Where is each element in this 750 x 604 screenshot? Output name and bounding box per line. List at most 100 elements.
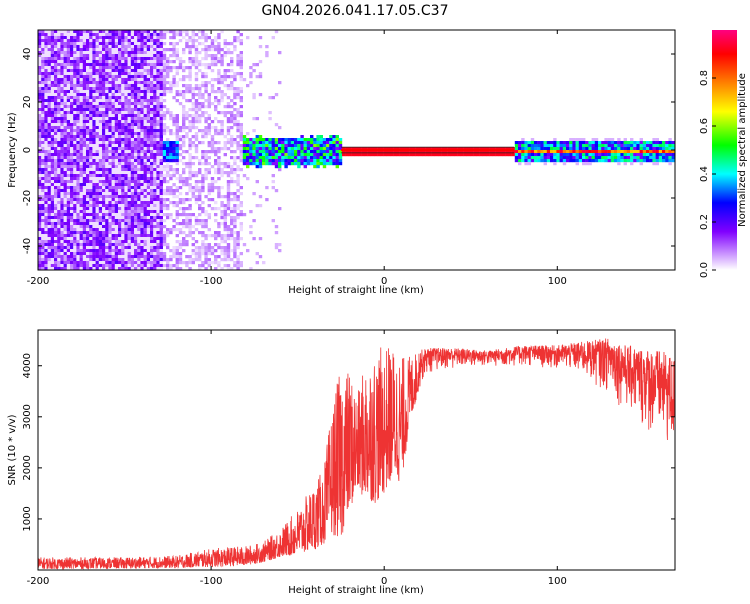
spectrogram-cell	[70, 183, 74, 187]
spectrogram-cell	[242, 144, 247, 148]
spectrogram-cell	[207, 129, 211, 133]
spectrogram-cell	[121, 126, 125, 130]
spectrogram-cell	[98, 36, 103, 40]
spectrogram-cell	[124, 69, 128, 73]
spectrogram-cell	[134, 192, 138, 196]
spectrogram-cell	[60, 222, 64, 226]
spectrogram-cell	[140, 219, 144, 223]
spectrogram-cell	[169, 42, 173, 46]
spectrogram-cell	[57, 72, 61, 76]
spectrogram-cell	[60, 234, 64, 238]
spectrogram-cell	[124, 165, 128, 169]
spectrogram-cell	[95, 111, 99, 115]
spectrogram-cell	[134, 42, 138, 46]
spectrogram-cell	[130, 120, 135, 124]
spectrogram-cell	[111, 84, 115, 88]
spectrogram-cell	[70, 240, 74, 244]
spectrogram-cell	[271, 144, 275, 148]
spectrogram-cell	[130, 108, 135, 112]
spectrogram-cell	[76, 240, 80, 244]
spectrogram-cell	[159, 246, 163, 250]
spectrogram-cell	[98, 48, 103, 52]
spectrogram-cell	[150, 189, 154, 193]
spectrogram-cell	[204, 54, 208, 58]
spectrogram-cell	[73, 204, 77, 208]
spectrogram-cell	[60, 78, 64, 82]
spectrogram-cell	[204, 162, 208, 166]
spectrogram-cell	[86, 156, 90, 160]
spectrogram-cell	[70, 174, 74, 178]
spectrogram-cell	[223, 258, 227, 262]
spectrogram-cell	[159, 261, 163, 265]
spectrogram-cell	[76, 183, 80, 187]
spectrogram-cell	[313, 165, 317, 169]
spectrogram-cell	[41, 228, 45, 232]
spectrogram-cell	[278, 126, 282, 130]
spectrogram-cell	[204, 48, 208, 52]
spectrogram-cell	[102, 183, 106, 187]
spectrogram-cell	[370, 150, 375, 154]
spectrogram-cell	[534, 153, 538, 157]
spectrogram-cell	[47, 195, 51, 199]
spectrogram-cell	[297, 162, 301, 166]
spectrogram-cell	[41, 153, 45, 157]
spectrogram-cell	[217, 189, 221, 193]
spectrogram-cell	[284, 138, 288, 142]
spectrogram-cell	[108, 141, 112, 145]
spectrogram-cell	[63, 105, 67, 109]
spectrogram-cell	[134, 162, 138, 166]
spectrogram-cell	[66, 120, 71, 124]
spectrogram-cell	[201, 234, 205, 238]
spectrogram-cell	[310, 156, 314, 160]
spectrogram-cell	[150, 177, 154, 181]
spectrogram-cell	[562, 162, 567, 166]
spectrogram-cell	[76, 252, 80, 256]
spectrogram-cell	[153, 138, 157, 142]
spectrogram-cell	[66, 180, 71, 184]
spectrogram-cell	[70, 114, 74, 118]
spectrogram-cell	[134, 36, 138, 40]
spectrogram-cell	[114, 57, 119, 61]
spectrogram-cell	[172, 42, 176, 46]
spectrogram-cell	[73, 144, 77, 148]
spectrogram-cell	[425, 150, 429, 154]
spectrogram-cell	[108, 60, 112, 64]
spectrogram-cell	[514, 144, 519, 148]
spectrogram-cell	[111, 141, 115, 145]
spectrogram-cell	[249, 159, 253, 163]
spectrogram-cell	[466, 147, 471, 151]
spectrogram-cell	[450, 147, 455, 151]
spectrogram-cell	[137, 144, 141, 148]
spectrogram-cell	[38, 222, 42, 226]
spectrogram-cell	[239, 51, 243, 55]
spectrogram-cell	[530, 141, 535, 145]
spectrogram-cell	[86, 267, 90, 270]
spectrogram-cell	[92, 186, 96, 190]
spectrogram-cell	[380, 147, 384, 151]
spectrogram-cell	[54, 36, 58, 40]
spectrogram-cell	[169, 165, 173, 169]
spectrogram-cell	[63, 66, 67, 70]
spectrogram-cell	[57, 42, 61, 46]
spectrogram-cell	[98, 135, 103, 139]
spectrogram-cell	[79, 108, 83, 112]
spectrogram-cell	[50, 81, 55, 85]
spectrogram-cell	[143, 153, 147, 157]
spectrogram-cell	[162, 153, 167, 157]
spectrogram-cell	[63, 102, 67, 106]
spectrogram-cell	[127, 63, 131, 67]
spectrogram-cell	[134, 48, 138, 52]
spectrogram-cell	[60, 168, 64, 172]
spectrogram-cell	[226, 129, 231, 133]
spectrogram-cell	[118, 201, 122, 205]
spectrogram-cell	[57, 249, 61, 253]
spectrogram-cell	[111, 216, 115, 220]
spectrogram-cell	[582, 141, 586, 145]
spectrogram-cell	[41, 141, 45, 145]
spectrogram-cell	[194, 147, 199, 151]
spectrogram-cell	[70, 147, 74, 151]
spectrogram-cell	[114, 60, 119, 64]
spectrogram-cell	[54, 111, 58, 115]
spectrogram-cell	[86, 102, 90, 106]
spectrogram-cell	[146, 135, 151, 139]
